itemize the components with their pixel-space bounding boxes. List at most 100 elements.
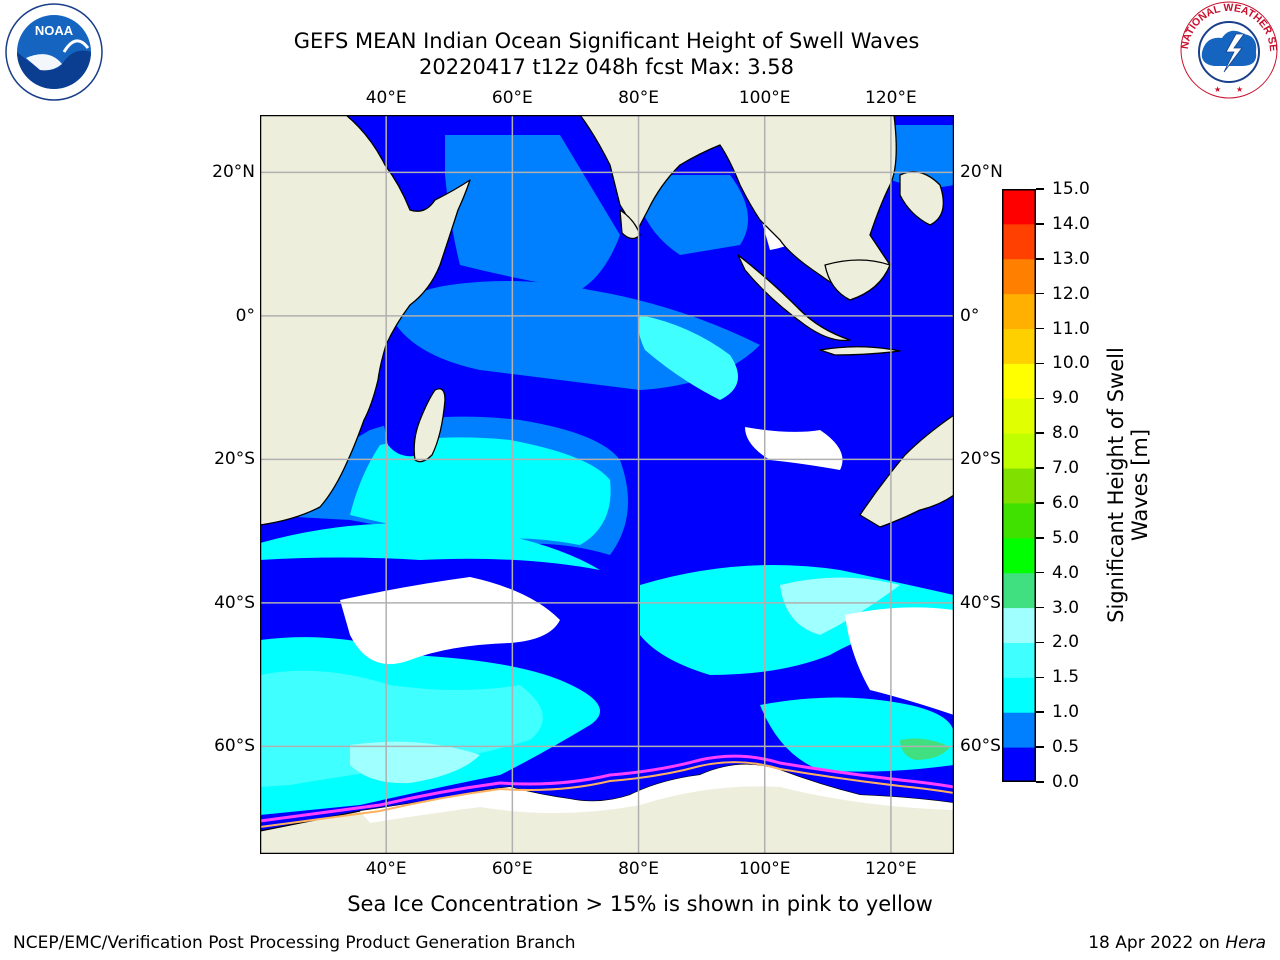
svg-text:★: ★	[1236, 85, 1243, 94]
colorbar-segment	[1002, 642, 1036, 678]
chart-subtitle: 20220417 t12z 048h fcst Max: 3.58	[419, 55, 794, 79]
colorbar-tick-label: 12.0	[1052, 283, 1090, 304]
lon-tick-label: 80°E	[618, 859, 659, 879]
colorbar-tick-mark	[1036, 223, 1044, 225]
lon-tick-label: 100°E	[738, 859, 791, 879]
footer-date-text: 18 Apr 2022 on	[1088, 933, 1226, 953]
colorbar-segment	[1002, 677, 1036, 713]
australia-land	[859, 414, 954, 528]
lon-tick-label: 60°E	[491, 859, 533, 879]
colorbar-segment	[1002, 293, 1036, 330]
colorbar-label-line1: Significant Height of Swell	[1104, 347, 1128, 623]
chart-title: GEFS MEAN Indian Ocean Significant Heigh…	[293, 29, 920, 53]
lat-tick-label: 40°S	[214, 592, 255, 613]
colorbar-tick-mark	[1036, 746, 1044, 748]
colorbar-label-line2: Waves [m]	[1128, 428, 1152, 542]
lat-tick-label: 40°S	[960, 592, 1001, 613]
lon-tick-label: 120°E	[865, 859, 917, 879]
colorbar-segment	[1002, 433, 1036, 469]
colorbar-tick-mark	[1036, 711, 1044, 713]
sea-ice-inner	[260, 761, 954, 828]
colorbar-segment	[1002, 189, 1036, 225]
map-grid	[260, 115, 954, 854]
colorbar-tick-label: 13.0	[1052, 248, 1090, 269]
colorbar-tick-label: 4.0	[1052, 562, 1080, 583]
colorbar-tick-mark	[1036, 676, 1044, 679]
colorbar-segment	[1002, 572, 1036, 609]
colorbar-tick-label: 0.5	[1052, 737, 1080, 758]
colorbar	[1002, 189, 1036, 782]
colorbar-tick-mark	[1036, 502, 1044, 504]
lat-tick-label: 0°	[235, 305, 255, 326]
lat-tick-label: 20°N	[960, 162, 1003, 183]
colorbar-segment	[1002, 747, 1036, 782]
colorbar-tick-mark	[1036, 397, 1044, 400]
colorbar-tick-mark	[1036, 327, 1044, 330]
colorbar-tick-mark	[1036, 292, 1044, 295]
colorbar-tick-label: 2.0	[1052, 632, 1080, 653]
lon-tick-label: 120°E	[865, 88, 917, 108]
colorbar-tick-label: 15.0	[1052, 179, 1090, 199]
colorbar-segment	[1002, 223, 1036, 260]
colorbar-segment	[1002, 363, 1036, 399]
noaa-logo-icon: NOAA	[5, 3, 103, 101]
lon-tick-label: 40°E	[365, 88, 407, 108]
colorbar-tick-mark	[1036, 781, 1044, 783]
map-frame	[260, 115, 954, 854]
colorbar-tick-mark	[1036, 188, 1044, 190]
colorbar-tick-label: 1.5	[1052, 667, 1080, 688]
lat-tick-label: 20°N	[212, 162, 255, 183]
footer-machine: Hera	[1225, 933, 1266, 953]
colorbar-segment	[1002, 537, 1036, 574]
colorbar-segment	[1002, 398, 1036, 434]
colorbar-tick-label: 6.0	[1052, 492, 1080, 513]
colorbar-segment	[1002, 502, 1036, 539]
borneo-land	[824, 259, 891, 301]
colorbar-tick-label: 0.0	[1052, 772, 1080, 792]
lat-tick-label: 20°S	[214, 449, 255, 470]
colorbar-segment	[1002, 468, 1036, 504]
lon-tick-label: 80°E	[618, 88, 659, 108]
footer-date: 18 Apr 2022 on Hera	[1088, 933, 1266, 953]
lon-tick-label: 100°E	[738, 88, 791, 108]
sea-ice-edge	[260, 754, 954, 823]
colorbar-tick-mark	[1036, 537, 1044, 539]
footer-credit: NCEP/EMC/Verification Post Processing Pr…	[13, 933, 576, 953]
svg-text:★: ★	[1214, 85, 1221, 94]
colorbar-tick-label: 8.0	[1052, 423, 1080, 444]
lat-tick-label: 60°S	[214, 736, 255, 757]
colorbar-tick-label: 1.0	[1052, 702, 1080, 723]
lon-tick-label: 60°E	[491, 88, 533, 108]
colorbar-tick-label: 5.0	[1052, 527, 1080, 548]
java-land	[819, 346, 901, 356]
colorbar-tick-mark	[1036, 362, 1044, 365]
swell-height-map	[260, 115, 954, 854]
colorbar-tick-label: 14.0	[1052, 213, 1090, 234]
sri-lanka-land	[619, 209, 641, 240]
colorbar-segment	[1002, 712, 1036, 748]
sumatra-land	[737, 254, 851, 342]
svg-text:NOAA: NOAA	[35, 23, 74, 38]
colorbar-tick-mark	[1036, 571, 1044, 574]
colorbar-segment	[1002, 607, 1036, 643]
colorbar-tick-label: 11.0	[1052, 318, 1090, 339]
lat-tick-label: 0°	[960, 305, 980, 326]
colorbar-frame	[1002, 189, 1036, 782]
lon-tick-label: 40°E	[365, 859, 407, 879]
sea-ice-footnote: Sea Ice Concentration > 15% is shown in …	[347, 892, 933, 916]
colorbar-tick-label: 3.0	[1052, 597, 1080, 618]
colorbar-tick-label: 9.0	[1052, 388, 1080, 409]
colorbar-tick-label: 7.0	[1052, 458, 1080, 479]
nws-logo-icon: NATIONAL WEATHER SERVICE ★ ★	[1178, 0, 1279, 99]
colorbar-tick-label: 10.0	[1052, 353, 1090, 374]
colorbar-tick-mark	[1036, 432, 1044, 434]
lat-tick-label: 20°S	[960, 449, 1001, 470]
colorbar-tick-mark	[1036, 641, 1044, 644]
colorbar-segment	[1002, 258, 1036, 295]
colorbar-tick-mark	[1036, 467, 1044, 469]
lat-tick-label: 60°S	[960, 736, 1001, 757]
colorbar-tick-mark	[1036, 606, 1044, 609]
colorbar-segment	[1002, 328, 1036, 364]
madagascar-land	[413, 388, 446, 463]
colorbar-tick-mark	[1036, 258, 1044, 260]
